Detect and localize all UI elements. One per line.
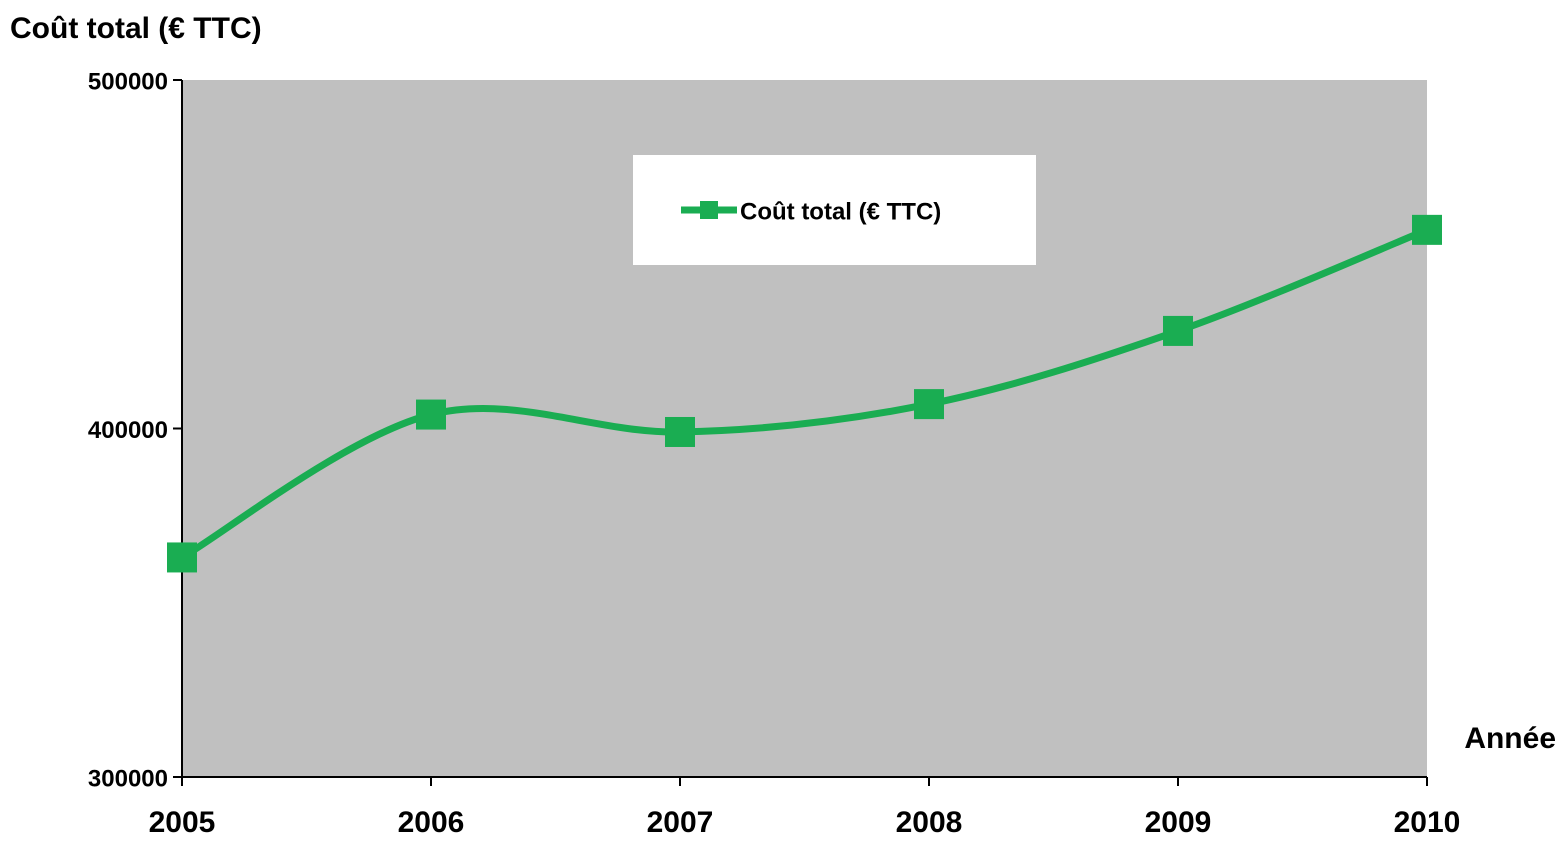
marker (665, 416, 695, 447)
y-tick-label: 400000 (88, 417, 168, 444)
y-tick-label: 500000 (88, 68, 168, 95)
y-tick-label: 300000 (88, 765, 168, 792)
x-axis-title: Année (1464, 722, 1556, 755)
marker (416, 399, 446, 430)
legend-label: Coût total (€ TTC) (740, 198, 941, 225)
x-tick-label: 2010 (1394, 806, 1461, 839)
marker (1163, 315, 1193, 346)
x-tick-label: 2007 (647, 806, 714, 839)
x-tick-label: 2009 (1145, 806, 1212, 839)
marker (167, 542, 197, 573)
legend-marker (700, 201, 718, 219)
y-axis-title: Coût total (€ TTC) (10, 12, 262, 45)
marker (1412, 214, 1442, 245)
marker (914, 389, 944, 420)
x-tick-label: 2005 (149, 806, 216, 839)
x-tick-label: 2008 (896, 806, 963, 839)
series-line (180, 226, 1429, 561)
x-tick-label: 2006 (398, 806, 465, 839)
legend: Coût total (€ TTC) (633, 155, 1036, 265)
